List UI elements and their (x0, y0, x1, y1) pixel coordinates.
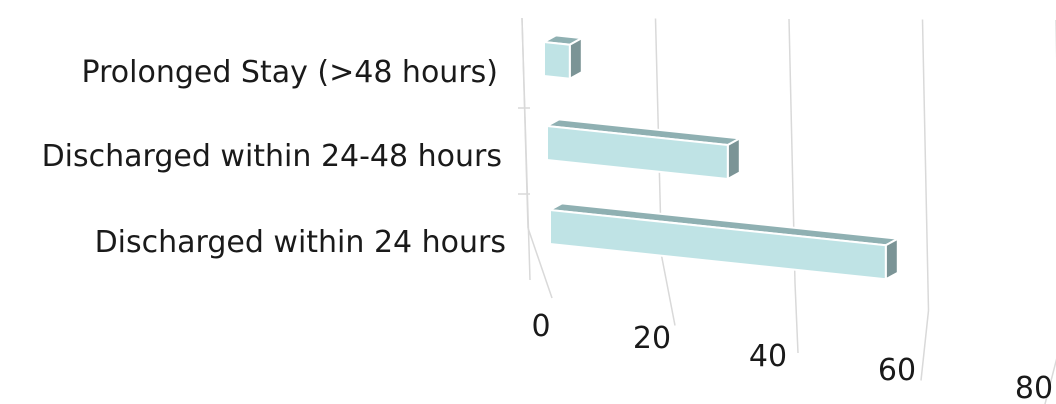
x-tick-label-20: 20 (633, 321, 671, 356)
gridline-floor-1 (660, 255, 676, 326)
bar-front-face (549, 208, 887, 281)
bar-front-face (543, 40, 571, 80)
bar-front-face (546, 124, 729, 181)
x-tick-label-40: 40 (749, 339, 787, 374)
bar-side-face (726, 136, 741, 181)
x-tick-label-60: 60 (878, 353, 916, 388)
axis-wall-left (521, 17, 531, 281)
gridline-wall-3 (921, 19, 930, 311)
bars (540, 34, 902, 281)
x-tick-labels: 0 20 40 60 80 (531, 309, 1053, 404)
category-label-discharged-within-24-hours: Discharged within 24 hours (95, 225, 506, 260)
gridline-floor-0 (527, 227, 553, 299)
category-label-discharged-within-24-48-hours: Discharged within 24-48 hours (42, 139, 502, 174)
bar-discharged-within-24-hours (546, 202, 902, 281)
category-label-prolonged-stay-48-hours: Prolonged Stay (>48 hours) (82, 55, 498, 90)
gridline-floor-2 (794, 282, 799, 354)
bar-side-face (884, 237, 899, 281)
x-tick-label-0: 0 (531, 309, 550, 344)
bar-side-face (568, 36, 583, 81)
grid-lines (518, 17, 1056, 404)
gridline-floor-4 (1044, 358, 1056, 404)
x-tick-label-80: 80 (1015, 371, 1053, 404)
bar-prolonged-stay-48-hours (540, 34, 586, 81)
bar-discharged-within-24-48-hours (543, 118, 744, 181)
category-labels: Prolonged Stay (>48 hours) Discharged wit… (42, 55, 506, 260)
gridline-floor-3 (920, 310, 930, 381)
